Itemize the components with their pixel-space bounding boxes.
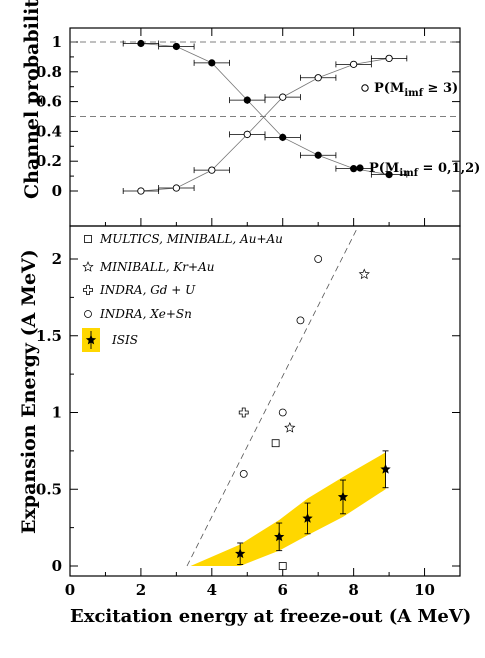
data-point-filled-circle [279, 133, 287, 141]
data-point-filled-star [302, 513, 313, 523]
data-point-filled-star [380, 463, 391, 474]
top-y-tick-label: 0.2 [36, 152, 62, 170]
top-y-tick-label: 1 [52, 33, 62, 51]
bottom-x-tick-label: 2 [136, 581, 146, 599]
legend-marker [82, 261, 94, 272]
top-panel-y-axis-label: Channel probability [21, 0, 43, 199]
bottom-plot-area [186, 228, 391, 570]
data-point-filled-circle [172, 42, 180, 51]
data-point-open-square [271, 439, 280, 448]
legend-label: MINIBALL, Kr+Au [99, 260, 214, 274]
data-point-open-circle [239, 469, 248, 478]
top-y-tick-label: 0.4 [36, 122, 62, 140]
legend-marker [356, 164, 364, 172]
data-point-filled-circle [314, 151, 322, 159]
data-point-open-circle [172, 184, 181, 192]
bottom-y-tick-label: 1.5 [36, 327, 62, 345]
data-point-open-circle [243, 130, 251, 139]
trend-line [186, 228, 358, 567]
top-panel-frame [69, 27, 461, 227]
data-point-filled-circle [350, 165, 358, 173]
top-y-tick-label: 0 [52, 182, 62, 200]
legend-label: INDRA, Gd + U [99, 283, 196, 297]
bottom-panel-y-axis-label: Expansion Energy (A MeV) [18, 249, 40, 534]
bottom-x-tick-label: 6 [278, 581, 288, 599]
data-point-filled-circle [385, 171, 393, 179]
legend-label: MULTICS, MINIBALL, Au+Au [99, 232, 283, 246]
bottom-y-tick-label: 0 [52, 557, 62, 575]
data-point-open-circle [314, 255, 323, 263]
data-point-open-circle [137, 187, 145, 195]
bottom-y-tick-label: 2 [52, 250, 62, 268]
series-line [140, 57, 390, 192]
data-point-open-circle [208, 166, 216, 174]
bottom-y-tick-label: 0.5 [36, 480, 62, 498]
legend-marker [83, 285, 93, 295]
legend-label: ISIS [111, 333, 138, 347]
x-axis-label: Excitation energy at freeze-out (A MeV) [70, 606, 472, 627]
data-point-open-circle [279, 93, 287, 101]
data-point-filled-circle [137, 39, 145, 48]
legend-marker [84, 235, 92, 243]
legend-label: P(Mimf = 0,1,2) [369, 161, 480, 179]
data-point-open-star [284, 421, 296, 433]
bottom-x-tick-label: 8 [348, 581, 358, 599]
legend-marker [85, 334, 97, 345]
data-point-open-circle [278, 408, 287, 417]
data-point-filled-circle [243, 96, 251, 104]
data-point-filled-star [337, 491, 349, 502]
isis-band [190, 452, 386, 566]
data-point-filled-circle [208, 59, 216, 67]
data-point-filled-star [274, 531, 285, 542]
data-point-open-circle [296, 316, 305, 325]
data-point-open-star [358, 268, 370, 280]
legend-marker [361, 84, 369, 92]
bottom-x-tick-label: 4 [207, 581, 217, 599]
legend-label: INDRA, Xe+Sn [99, 307, 192, 321]
data-point-filled-star [235, 548, 246, 559]
legend-marker [84, 310, 92, 318]
data-point-open-cross [238, 407, 249, 418]
series-line [140, 43, 390, 176]
data-point-open-square [278, 562, 287, 570]
data-point-open-circle [314, 74, 322, 82]
data-point-open-circle [349, 60, 358, 68]
bottom-y-tick-label: 1 [52, 404, 62, 422]
top-y-tick-label: 0.8 [36, 63, 62, 81]
data-point-open-circle [385, 54, 393, 63]
bottom-panel-frame [69, 225, 461, 577]
bottom-x-tick-label: 0 [65, 581, 75, 599]
top-y-tick-label: 0.6 [36, 93, 62, 111]
legend-label: P(Mimf ≥ 3) [374, 81, 458, 99]
bottom-x-tick-label: 10 [414, 581, 435, 599]
